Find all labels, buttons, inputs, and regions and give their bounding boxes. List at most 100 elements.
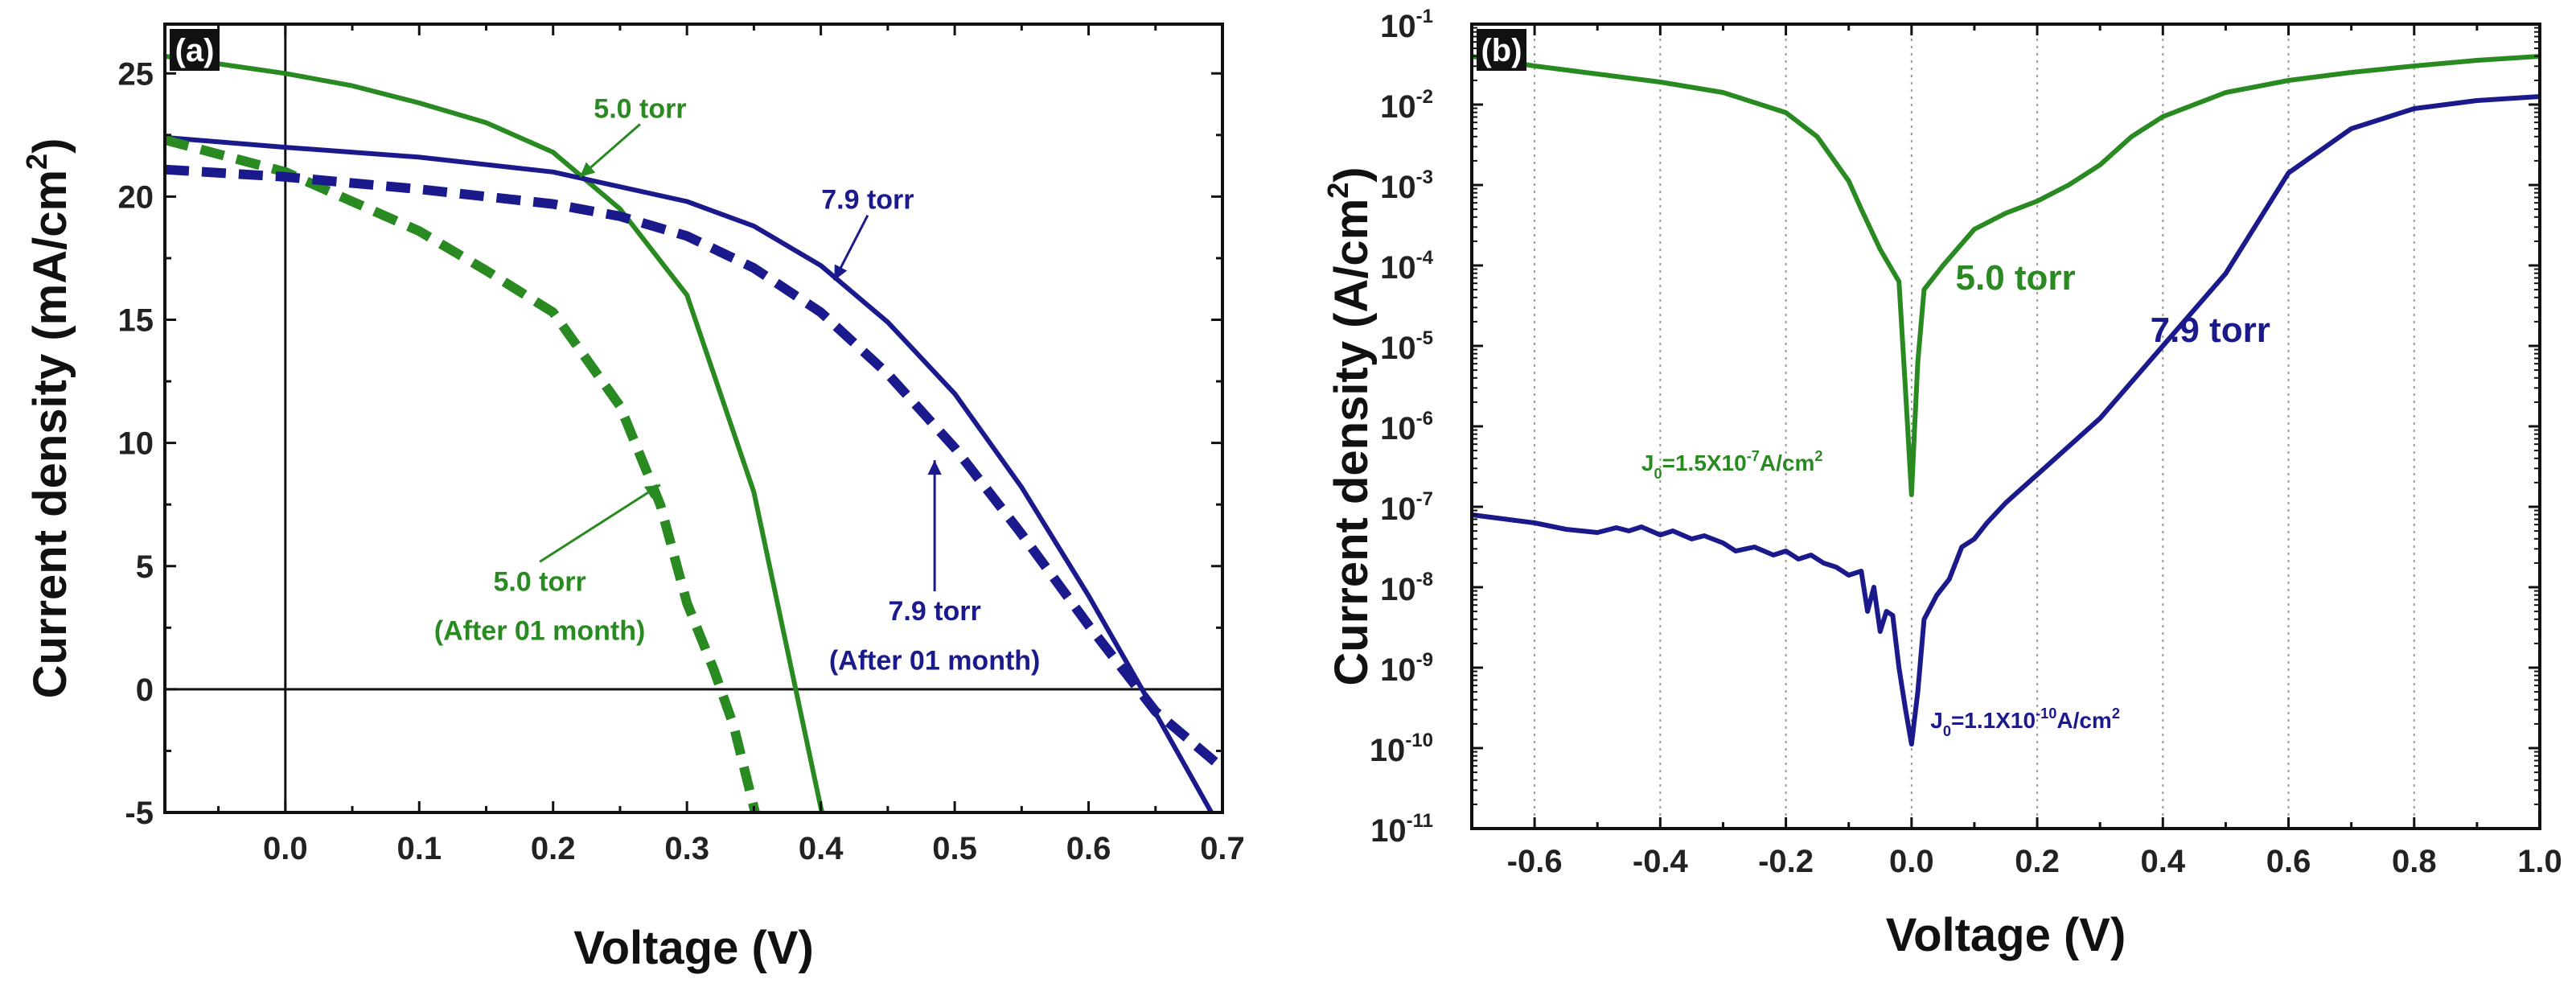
annotation-arrowhead bbox=[927, 460, 942, 475]
y-tick-exponent: -11 bbox=[1407, 810, 1433, 832]
y-tick-exponent: -7 bbox=[1416, 488, 1433, 510]
y-tick-base: 10 bbox=[1380, 492, 1416, 527]
panel-a-label: (a) bbox=[175, 33, 215, 68]
y-tick-exponent: -4 bbox=[1416, 247, 1434, 269]
x-tick-label: -0.4 bbox=[1633, 844, 1689, 879]
x-tick-label: -0.2 bbox=[1758, 844, 1814, 879]
x-tick-label: 0.6 bbox=[2266, 844, 2311, 879]
panel-b-label-bg bbox=[1477, 29, 1526, 71]
annotation-label: 5.0 torr bbox=[594, 93, 686, 124]
x-tick-label: 0.4 bbox=[2140, 844, 2185, 879]
panel-b-log-jv-plot: -0.6 -0.4 -0.2 0.0 0.2 0.4 0.6 0.8 1.010-1110-10… bbox=[1321, 6, 2562, 961]
annotation-end: A/cm bbox=[1760, 450, 1814, 475]
series-group-b bbox=[1472, 54, 2540, 747]
y-axis-title-main: Current density (A/cm bbox=[1325, 199, 1378, 686]
y-tick-base: 10 bbox=[1380, 250, 1416, 286]
y-axis-title-sup: 2 bbox=[1321, 183, 1354, 199]
y-tick-label: 10-11 bbox=[1370, 810, 1433, 849]
panel-a-label-bg bbox=[170, 29, 220, 71]
x-tick-label: 0.0 bbox=[263, 831, 308, 866]
y-tick-label: 5 bbox=[136, 549, 154, 585]
series-line-7-9-torr bbox=[1472, 94, 2540, 747]
y-axis-title-sup: 2 bbox=[20, 154, 53, 170]
panel-a-frame bbox=[163, 23, 1224, 814]
annotation-sub: 0 bbox=[1943, 723, 1951, 739]
y-tick-label: 10-4 bbox=[1380, 247, 1433, 286]
y-tick-label: 10-1 bbox=[1380, 6, 1433, 44]
y-tick-label: 10-3 bbox=[1380, 167, 1433, 205]
annotation-label: 5.0 torr bbox=[493, 566, 585, 597]
x-tick-label: 0.2 bbox=[531, 831, 576, 866]
series-line-5-0-torr-after-01-month- bbox=[165, 135, 761, 812]
annotation-sup2: 2 bbox=[1814, 448, 1822, 464]
y-tick-exponent: -5 bbox=[1416, 327, 1433, 349]
y-tick-label: 10-8 bbox=[1380, 569, 1433, 607]
series-line-5-0-torr bbox=[165, 53, 825, 812]
y-tick-exponent: -1 bbox=[1416, 6, 1433, 27]
x-tick-label: 0.2 bbox=[2015, 844, 2060, 879]
y-tick-exponent: -6 bbox=[1416, 408, 1433, 430]
annotation-label: (After 01 month) bbox=[434, 616, 646, 647]
panel-a-jv-plot: 0.0 0.1 0.2 0.3 0.4 0.5 0.6 0.7 -5 0 5 10 15 20 25 Volt… bbox=[20, 23, 1245, 974]
x-tick-label: -0.6 bbox=[1507, 844, 1563, 879]
annotation-label: 5.0 torr bbox=[1956, 258, 2076, 298]
annotation-sup: -7 bbox=[1747, 448, 1760, 464]
y-tick-base: 10 bbox=[1380, 652, 1416, 688]
y-tick-label: 10-5 bbox=[1380, 327, 1433, 366]
annotation-text: 7.9 torr bbox=[2151, 311, 2270, 350]
y-tick-label: 10-7 bbox=[1380, 488, 1433, 527]
y-tick-exponent: -3 bbox=[1416, 167, 1433, 188]
x-tick-label: 0.6 bbox=[1066, 831, 1111, 866]
annotation-sub: 0 bbox=[1654, 466, 1662, 482]
annotation-arrowhead bbox=[644, 484, 660, 499]
x-tick-label: 1.0 bbox=[2517, 844, 2562, 879]
y-tick-label: 0 bbox=[136, 672, 154, 708]
series-line-5-0-torr bbox=[1472, 54, 2540, 497]
x-tick-label: 0.7 bbox=[1200, 831, 1245, 866]
annotation-mid: =1.5X10 bbox=[1662, 450, 1747, 475]
annotation-end: A/cm bbox=[2056, 708, 2111, 733]
annotation-sup: -10 bbox=[2036, 705, 2056, 722]
annotation-label: J0=1.1X10-10A/cm2 bbox=[1930, 705, 2120, 739]
y-tick-label: -5 bbox=[125, 796, 154, 831]
x-tick-label: 0.3 bbox=[664, 831, 709, 866]
y-axis-title-main: Current density (mA/cm bbox=[24, 170, 76, 698]
y-tick-label: 15 bbox=[118, 303, 154, 339]
y-tick-base: 10 bbox=[1380, 572, 1416, 607]
y-axis-title-end: ) bbox=[1325, 167, 1378, 182]
annotation-label: 7.9 torr bbox=[888, 596, 980, 627]
annotation-arrowhead bbox=[834, 264, 848, 281]
y-tick-label: 10-6 bbox=[1380, 408, 1433, 446]
x-tick-label: 0.8 bbox=[2392, 844, 2437, 879]
annotation-label: (After 01 month) bbox=[829, 645, 1041, 676]
x-tick-label: 0.4 bbox=[799, 831, 844, 866]
y-tick-label: 25 bbox=[118, 56, 154, 92]
y-tick-base: 10 bbox=[1380, 170, 1416, 205]
y-axis-title: Current density (mA/cm2) bbox=[20, 138, 76, 699]
series-group-a bbox=[165, 53, 1222, 812]
y-tick-exponent: -2 bbox=[1416, 86, 1433, 108]
annotation-mid: =1.1X10 bbox=[1951, 708, 2036, 733]
annotation-label: 7.9 torr bbox=[821, 185, 914, 216]
y-tick-base: 10 bbox=[1370, 733, 1406, 768]
y-tick-exponent: -8 bbox=[1416, 569, 1433, 590]
y-tick-base: 10 bbox=[1380, 331, 1416, 366]
annotation-sup2: 2 bbox=[2112, 705, 2120, 722]
panel-b-label: (b) bbox=[1481, 33, 1522, 68]
annotation-text: 5.0 torr bbox=[1956, 258, 2076, 298]
y-tick-base: 10 bbox=[1370, 813, 1407, 849]
y-tick-label: 10 bbox=[118, 426, 154, 462]
y-axis-title-end: ) bbox=[24, 138, 76, 154]
y-axis-title: Current density (A/cm2) bbox=[1321, 167, 1378, 685]
y-tick-label: 10-9 bbox=[1380, 649, 1433, 688]
series-line-7-9-torr bbox=[165, 134, 1214, 812]
y-tick-label: 10-10 bbox=[1370, 730, 1433, 768]
x-tick-label: 0.0 bbox=[1889, 844, 1934, 879]
annotation-label: J0=1.5X10-7A/cm2 bbox=[1641, 448, 1823, 482]
y-tick-base: 10 bbox=[1380, 411, 1416, 446]
y-tick-exponent: -10 bbox=[1405, 730, 1433, 751]
annotation-text: J bbox=[1641, 450, 1654, 475]
y-tick-base: 10 bbox=[1380, 9, 1416, 44]
y-tick-exponent: -9 bbox=[1416, 649, 1433, 671]
